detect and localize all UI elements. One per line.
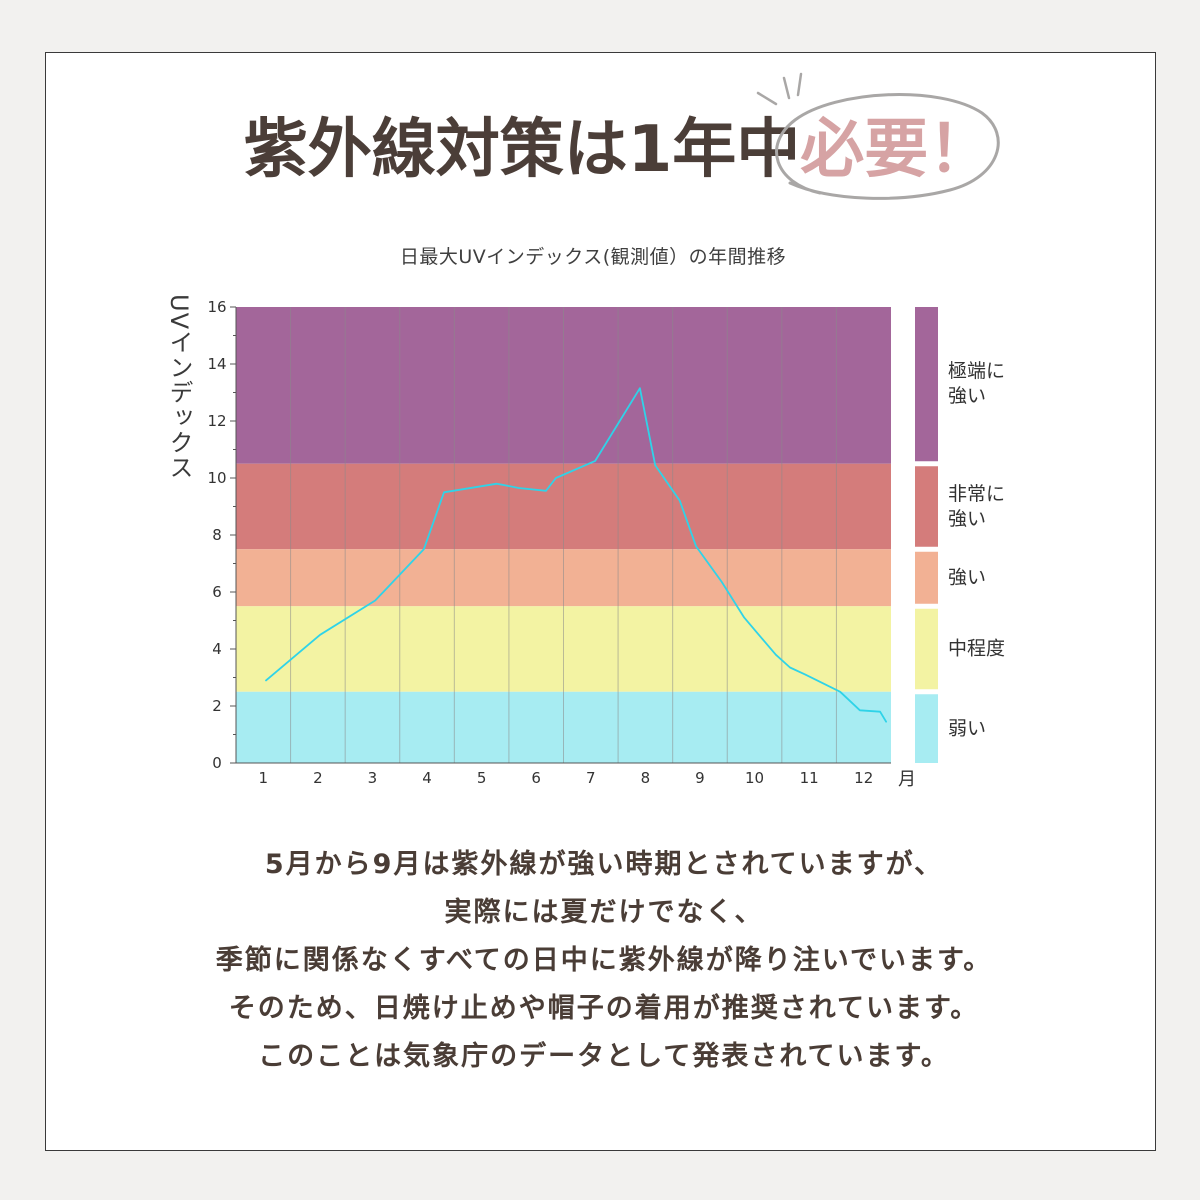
- y-ticks: 0 2 4 6 8 10 12 14 16: [207, 298, 236, 772]
- title-main: 紫外線対策は1年中: [243, 113, 801, 187]
- uv-series: [265, 387, 887, 723]
- x-tick-label: 2: [313, 769, 323, 787]
- description-line: そのため、日焼け止めや帽子の着用が推奨されています。: [228, 993, 980, 1024]
- x-tick-label: 9: [695, 769, 705, 787]
- description-line: 5月から9月は紫外線が強い時期とされていますが、: [264, 849, 944, 880]
- y-tick-label: 2: [212, 697, 222, 715]
- description-line: このことは気象庁のデータとして発表されています。: [258, 1041, 950, 1072]
- legend-label-3: 中程度: [948, 637, 1006, 660]
- y-tick-label: 6: [212, 583, 222, 601]
- legend-label-4: 弱い: [948, 717, 987, 740]
- description-line: 季節に関係なくすべての日中に紫外線が降り注いでいます。: [215, 945, 993, 976]
- x-tick-label: 11: [800, 769, 819, 787]
- page-title: 紫外線対策は1年中 必要！: [36, 72, 1200, 200]
- y-tick-label: 16: [207, 298, 226, 316]
- uv-chart: UVインデックス 0 2 4 6 8 10 12 14 16 1 2 3 4 5 6 7 8 9 10 11 12 月…: [150, 280, 1050, 800]
- title-emphasis-text: 必要！: [800, 113, 993, 187]
- y-tick-label: 8: [212, 526, 222, 544]
- y-tick-label: 0: [212, 754, 222, 772]
- legend-swatch-4: [915, 694, 938, 763]
- legend-label-0: 極端に 強い: [948, 360, 1006, 408]
- y-tick-label: 10: [207, 469, 226, 487]
- title-emphasis: 必要！: [757, 72, 1000, 200]
- uv-index-line-0: [265, 387, 887, 723]
- legend-label-1: 非常に 強い: [948, 482, 1006, 530]
- legend-swatch-0: [915, 307, 938, 462]
- x-tick-label: 1: [259, 769, 269, 787]
- y-tick-label: 14: [207, 355, 226, 373]
- x-tick-label: 3: [368, 769, 378, 787]
- y-axis-label: UVインデックス: [165, 294, 193, 480]
- x-axis-label: 月: [898, 769, 916, 790]
- description-line: 実際には夏だけでなく、: [444, 897, 764, 928]
- x-tick-label: 8: [641, 769, 651, 787]
- month-grid-lines: [290, 307, 837, 763]
- y-tick-label: 12: [207, 412, 226, 430]
- description-text: 5月から9月は紫外線が強い時期とされていますが、 実際には夏だけでなく、 季節に…: [8, 841, 1200, 1081]
- uv-level-legend: [915, 307, 938, 763]
- y-tick-label: 4: [212, 640, 222, 658]
- x-tick-label: 12: [854, 769, 873, 787]
- legend-label-2: 強い: [948, 566, 987, 589]
- x-tick-label: 6: [531, 769, 541, 787]
- legend-swatch-3: [915, 608, 938, 690]
- x-tick-label: 4: [422, 769, 432, 787]
- x-ticks: 1 2 3 4 5 6 7 8 9 10 11 12: [259, 769, 874, 787]
- x-tick-label: 7: [586, 769, 596, 787]
- chart-title: 日最大UVインデックス(観測値）の年間推移: [399, 246, 787, 268]
- legend-swatch-2: [915, 551, 938, 604]
- x-tick-label: 10: [745, 769, 764, 787]
- legend-swatch-1: [915, 466, 938, 547]
- x-tick-label: 5: [477, 769, 487, 787]
